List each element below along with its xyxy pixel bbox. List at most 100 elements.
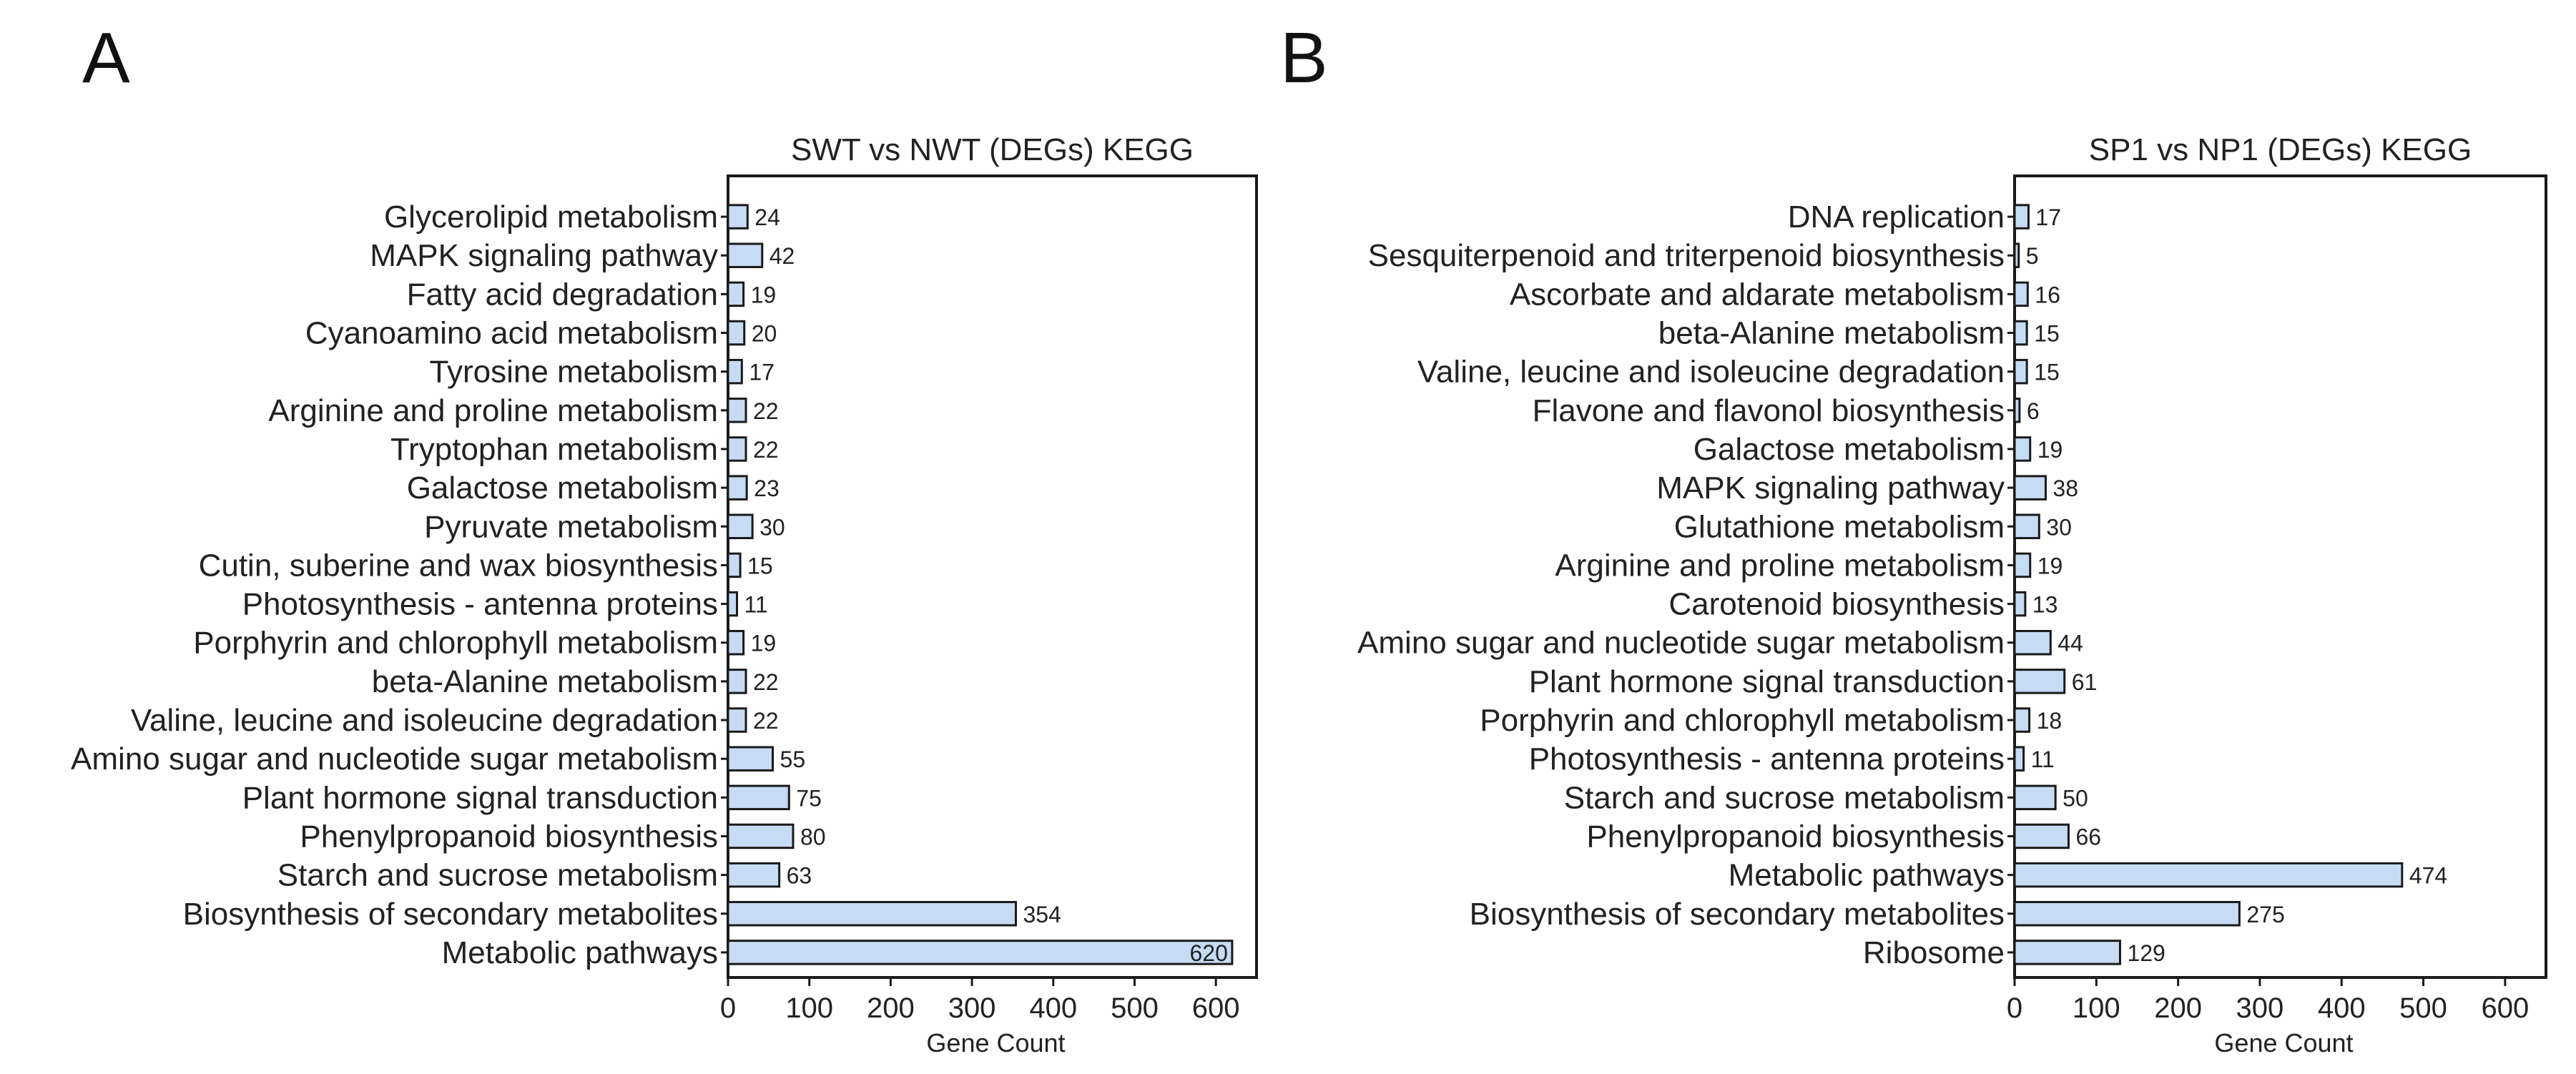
chart-title: SP1 vs NP1 (DEGs) KEGG	[2089, 132, 2472, 167]
category-label: Starch and sucrose metabolism	[1564, 780, 2005, 815]
value-label: 22	[753, 669, 779, 695]
category-label: Amino sugar and nucleotide sugar metabol…	[71, 742, 718, 777]
category-label: Flavone and flavonol biosynthesis	[1533, 393, 2005, 428]
bar	[727, 901, 1017, 927]
bar	[727, 707, 747, 733]
value-label: 6	[2027, 398, 2040, 424]
value-label: 16	[2035, 282, 2060, 307]
x-tick-label: 500	[1111, 992, 1159, 1024]
value-label: 20	[752, 321, 777, 347]
x-axis-label: Gene Count	[2214, 1028, 2353, 1058]
category-label: Cyanoamino acid metabolism	[305, 316, 718, 351]
value-label: 17	[749, 360, 775, 385]
category-label: Porphyrin and chlorophyll metabolism	[193, 626, 718, 661]
value-label: 19	[2037, 437, 2063, 463]
chart-b: SP1 vs NP1 (DEGs) KEGG DNA replication 17 S…	[1357, 132, 2547, 1058]
value-label: 63	[787, 863, 812, 889]
value-label: 129	[2127, 940, 2165, 966]
bar	[2013, 281, 2029, 307]
bar	[727, 513, 754, 540]
value-label: 354	[1023, 902, 1061, 927]
category-label: Metabolic pathways	[442, 935, 718, 970]
bar	[2013, 784, 2057, 811]
category-label: Tyrosine metabolism	[430, 355, 718, 390]
value-label: 75	[796, 785, 822, 811]
category-label: Photosynthesis - antenna proteins	[1529, 742, 2005, 777]
value-label: 44	[2058, 631, 2083, 656]
x-tick-label: 0	[2007, 992, 2022, 1024]
category-label: Valine, leucine and isoleucine degradati…	[131, 703, 718, 738]
value-label: 24	[754, 205, 780, 230]
bar	[2013, 513, 2040, 540]
x-tick-label: 400	[2318, 992, 2366, 1024]
bar	[727, 940, 1234, 965]
category-label: beta-Alanine metabolism	[372, 664, 718, 699]
bar	[2013, 204, 2030, 230]
chart-a: SWT vs NWT (DEGs) KEGG Glycerolipid metab…	[71, 132, 1258, 1058]
bar	[727, 552, 742, 578]
bar	[727, 398, 747, 423]
value-label: 11	[2031, 747, 2055, 772]
value-label: 38	[2053, 476, 2078, 501]
bar	[2013, 475, 2047, 501]
bar	[2013, 746, 2025, 772]
x-tick-label: 200	[2154, 992, 2202, 1024]
value-label: 55	[780, 747, 806, 772]
value-label: 11	[744, 592, 768, 618]
x-tick-label: 100	[2073, 992, 2120, 1024]
category-label: Galactose metabolism	[1693, 432, 2005, 467]
value-label: 15	[2034, 360, 2060, 385]
value-label: 30	[759, 514, 785, 540]
bar	[727, 784, 790, 811]
value-label: 80	[800, 824, 826, 849]
value-label: 13	[2032, 592, 2058, 618]
category-label: Sesquiterpenoid and triterpenoid biosynt…	[1368, 238, 2005, 273]
x-tick-label: 100	[785, 992, 833, 1024]
bar	[2013, 940, 2121, 965]
category-label: Glycerolipid metabolism	[384, 199, 718, 235]
bar	[727, 746, 775, 772]
bar	[727, 436, 747, 462]
bar	[727, 669, 747, 694]
bar	[2013, 552, 2032, 578]
category-label: Pyruvate metabolism	[424, 509, 718, 544]
category-label: Fatty acid degradation	[407, 277, 718, 312]
category-label: Amino sugar and nucleotide sugar metabol…	[1357, 626, 2005, 661]
plot-frame	[2013, 174, 2547, 979]
bar	[727, 242, 764, 268]
category-label: Arginine and proline metabolism	[268, 393, 718, 428]
x-tick-label: 300	[948, 992, 996, 1024]
category-label: Galactose metabolism	[407, 471, 718, 506]
bar	[2013, 901, 2241, 927]
category-label: Tryptophan metabolism	[390, 432, 718, 467]
bar	[2013, 707, 2031, 733]
bar	[2013, 669, 2066, 694]
value-label: 15	[2034, 321, 2060, 347]
category-label: Photosynthesis - antenna proteins	[242, 587, 718, 622]
value-label: 275	[2246, 902, 2284, 927]
bar	[2013, 436, 2032, 462]
category-label: MAPK signaling pathway	[370, 238, 718, 273]
category-label: DNA replication	[1788, 199, 2005, 235]
category-label: Ascorbate and aldarate metabolism	[1510, 277, 2005, 312]
value-label: 23	[754, 476, 780, 501]
value-label: 5	[2026, 243, 2039, 269]
value-label: 22	[753, 437, 779, 463]
bar	[2013, 862, 2404, 888]
bar	[727, 823, 795, 849]
value-label: 15	[747, 553, 773, 578]
panel-label-a: A	[82, 18, 130, 98]
category-label: Carotenoid biosynthesis	[1668, 587, 2005, 622]
value-label: 620	[1190, 940, 1228, 966]
category-label: Phenylpropanoid biosynthesis	[300, 819, 718, 854]
value-label: 19	[2037, 553, 2063, 578]
value-label: 50	[2063, 785, 2088, 811]
bar	[727, 320, 746, 346]
category-label: Plant hormone signal transduction	[242, 780, 718, 815]
chart-title: SWT vs NWT (DEGs) KEGG	[791, 132, 1194, 167]
x-tick-label: 500	[2399, 992, 2447, 1024]
x-tick-label: 600	[2481, 992, 2529, 1024]
value-label: 30	[2046, 514, 2072, 540]
category-label: Metabolic pathways	[1729, 858, 2005, 893]
x-tick-label: 300	[2236, 992, 2284, 1024]
